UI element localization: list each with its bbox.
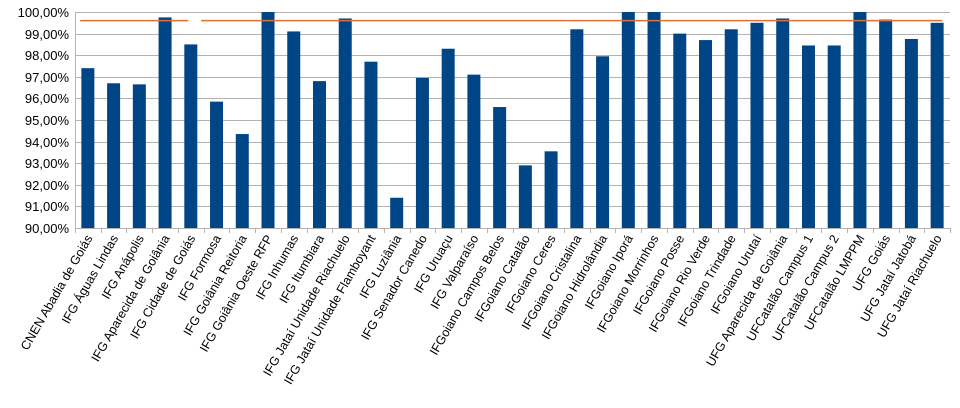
bar	[750, 22, 764, 228]
y-tick-label: 91,00%	[25, 199, 70, 214]
y-tick-label: 92,00%	[25, 178, 70, 193]
bar	[364, 61, 378, 229]
bar	[801, 45, 815, 229]
y-tick-label: 99,00%	[25, 27, 70, 42]
bar	[776, 18, 790, 229]
bar	[415, 77, 429, 228]
bar	[390, 197, 404, 228]
bar	[287, 31, 301, 228]
y-tick-label: 90,00%	[25, 221, 70, 236]
bar	[518, 165, 532, 228]
bar	[132, 84, 146, 228]
bar	[312, 81, 326, 229]
bar	[184, 44, 198, 229]
bar	[724, 29, 738, 229]
bar	[235, 134, 249, 228]
bar	[827, 45, 841, 229]
y-axis-tick-labels: 90,00% 91,00% 92,00% 93,00% 94,00% 95,00% 96,0…	[18, 5, 70, 236]
bar	[467, 74, 481, 228]
y-tick-label: 93,00%	[25, 156, 70, 171]
bar	[699, 40, 713, 228]
bar	[81, 68, 95, 228]
gridlines	[75, 12, 951, 233]
bar	[673, 33, 687, 228]
y-tick-label: 100,00%	[18, 5, 70, 20]
bar	[493, 107, 507, 228]
bar	[621, 12, 635, 228]
bar	[544, 151, 558, 228]
bar	[210, 101, 224, 228]
y-tick-label: 96,00%	[25, 91, 70, 106]
bar	[879, 19, 893, 229]
bar	[158, 17, 172, 229]
bar	[338, 18, 352, 229]
bar	[441, 48, 455, 228]
bar	[647, 12, 661, 228]
bar	[596, 56, 610, 228]
bars	[81, 12, 944, 229]
bar	[930, 22, 944, 228]
y-tick-label: 97,00%	[25, 70, 70, 85]
bar	[261, 12, 275, 228]
bar	[904, 39, 918, 228]
bar	[570, 29, 584, 229]
bar	[107, 83, 121, 228]
bar	[853, 12, 867, 228]
y-tick-label: 98,00%	[25, 48, 70, 63]
y-tick-label: 94,00%	[25, 135, 70, 150]
y-tick-label: 95,00%	[25, 113, 70, 128]
